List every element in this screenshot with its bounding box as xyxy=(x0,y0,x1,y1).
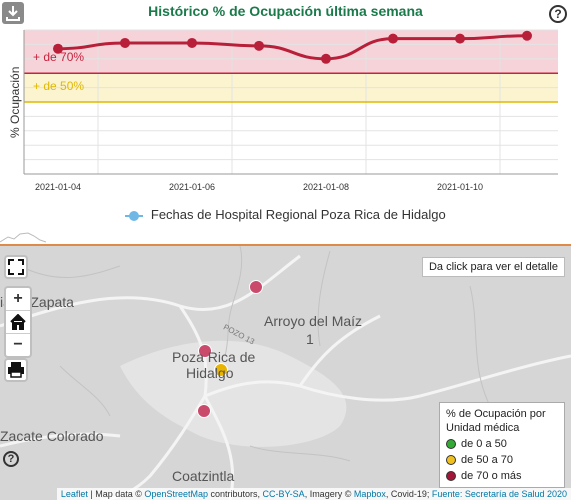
data-point xyxy=(254,40,264,51)
attribution-text: , Imagery © xyxy=(304,489,354,499)
ccbysa-link[interactable]: CC-BY-SA xyxy=(262,489,305,499)
data-point xyxy=(321,53,331,64)
home-button[interactable] xyxy=(6,311,30,334)
map-marker[interactable] xyxy=(214,363,228,377)
x-tick-label: 2021-01-04 xyxy=(35,182,81,192)
map-legend-item: de 50 a 70 xyxy=(446,453,558,467)
map-legend-title: % de Ocupación por Unidad médica xyxy=(446,408,546,434)
print-button[interactable] xyxy=(4,358,28,382)
map-marker[interactable] xyxy=(198,344,212,358)
threshold-label-50: + de 50% xyxy=(33,79,84,93)
fullscreen-icon xyxy=(8,259,24,275)
data-point xyxy=(455,33,465,44)
download-button[interactable] xyxy=(2,2,24,24)
chart-legend[interactable]: Fechas de Hospital Regional Poza Rica de… xyxy=(0,207,571,222)
y-axis-label: % Ocupación xyxy=(8,67,22,138)
attribution-text: , Covid-19; xyxy=(385,489,432,499)
zoom-control: + − xyxy=(4,286,32,358)
data-point xyxy=(53,43,63,54)
place-label-zacate: Zacate Colorado xyxy=(0,428,104,444)
data-point xyxy=(522,30,532,41)
occupancy-chart: + de 70% + de 50% % Ocupación 2021-01-04 202… xyxy=(8,29,558,192)
chart-title: Histórico % de Ocupación última semana xyxy=(148,3,423,19)
map-legend: % de Ocupación por Unidad médica de 0 a … xyxy=(439,402,565,488)
fullscreen-button[interactable] xyxy=(4,255,28,279)
attribution-text: contributors, xyxy=(207,489,263,499)
legend-dot-yellow xyxy=(446,455,456,465)
place-label-poza-rica: Poza Rica de xyxy=(172,349,256,365)
map-marker[interactable] xyxy=(197,404,211,418)
attribution-text: | Map data © xyxy=(87,489,145,499)
legend-dot-green xyxy=(446,439,456,449)
zoom-out-button[interactable]: − xyxy=(13,336,23,353)
x-tick-label: 2021-01-06 xyxy=(169,182,215,192)
x-tick-label: 2021-01-08 xyxy=(303,182,349,192)
map-attribution: Leaflet | Map data © OpenStreetMap contr… xyxy=(56,488,571,500)
print-icon xyxy=(8,362,24,378)
mini-chart-icon xyxy=(0,232,47,243)
legend-series-label: Fechas de Hospital Regional Poza Rica de… xyxy=(150,207,446,222)
section-divider xyxy=(0,244,571,246)
series-line xyxy=(57,34,528,61)
map-view[interactable]: iano Zapata Arroyo del Maíz 1 Poza Rica … xyxy=(0,246,571,500)
chart-panel: + de 70% + de 50% % Ocupación 2021-01-04 202… xyxy=(0,0,571,245)
threshold-label-70: + de 70% xyxy=(33,50,84,64)
home-icon xyxy=(10,313,26,330)
place-label-coatzintla: Coatzintla xyxy=(172,468,235,484)
download-icon xyxy=(6,6,20,21)
data-point xyxy=(388,33,398,44)
data-point xyxy=(187,37,197,48)
help-icon[interactable]: ? xyxy=(549,5,567,23)
legend-dot-red xyxy=(446,471,456,481)
place-label-arroyo-number: 1 xyxy=(306,331,314,347)
map-legend-item: de 0 a 50 xyxy=(446,437,558,451)
map-legend-label: de 70 o más xyxy=(461,470,522,482)
map-legend-item: de 70 o más xyxy=(446,469,558,483)
leaflet-link[interactable]: Leaflet xyxy=(60,489,88,499)
map-legend-label: de 0 a 50 xyxy=(461,438,507,450)
place-label-arroyo: Arroyo del Maíz xyxy=(264,313,363,329)
map-legend-label: de 50 a 70 xyxy=(461,454,513,466)
mapbox-link[interactable]: Mapbox xyxy=(353,489,386,499)
map-marker[interactable] xyxy=(249,280,263,294)
x-tick-label: 2021-01-10 xyxy=(437,182,483,192)
source-link[interactable]: Fuente: Secretaría de Salud 2020 xyxy=(431,489,567,499)
data-point xyxy=(120,37,130,48)
map-help-icon[interactable]: ? xyxy=(3,451,19,467)
place-label-hidalgo: Hidalgo xyxy=(186,365,234,381)
zoom-in-button[interactable]: + xyxy=(6,288,30,311)
osm-link[interactable]: OpenStreetMap xyxy=(144,489,208,499)
legend-series-marker xyxy=(125,210,144,221)
detail-hint-button[interactable]: Da click para ver el detalle xyxy=(421,257,565,277)
